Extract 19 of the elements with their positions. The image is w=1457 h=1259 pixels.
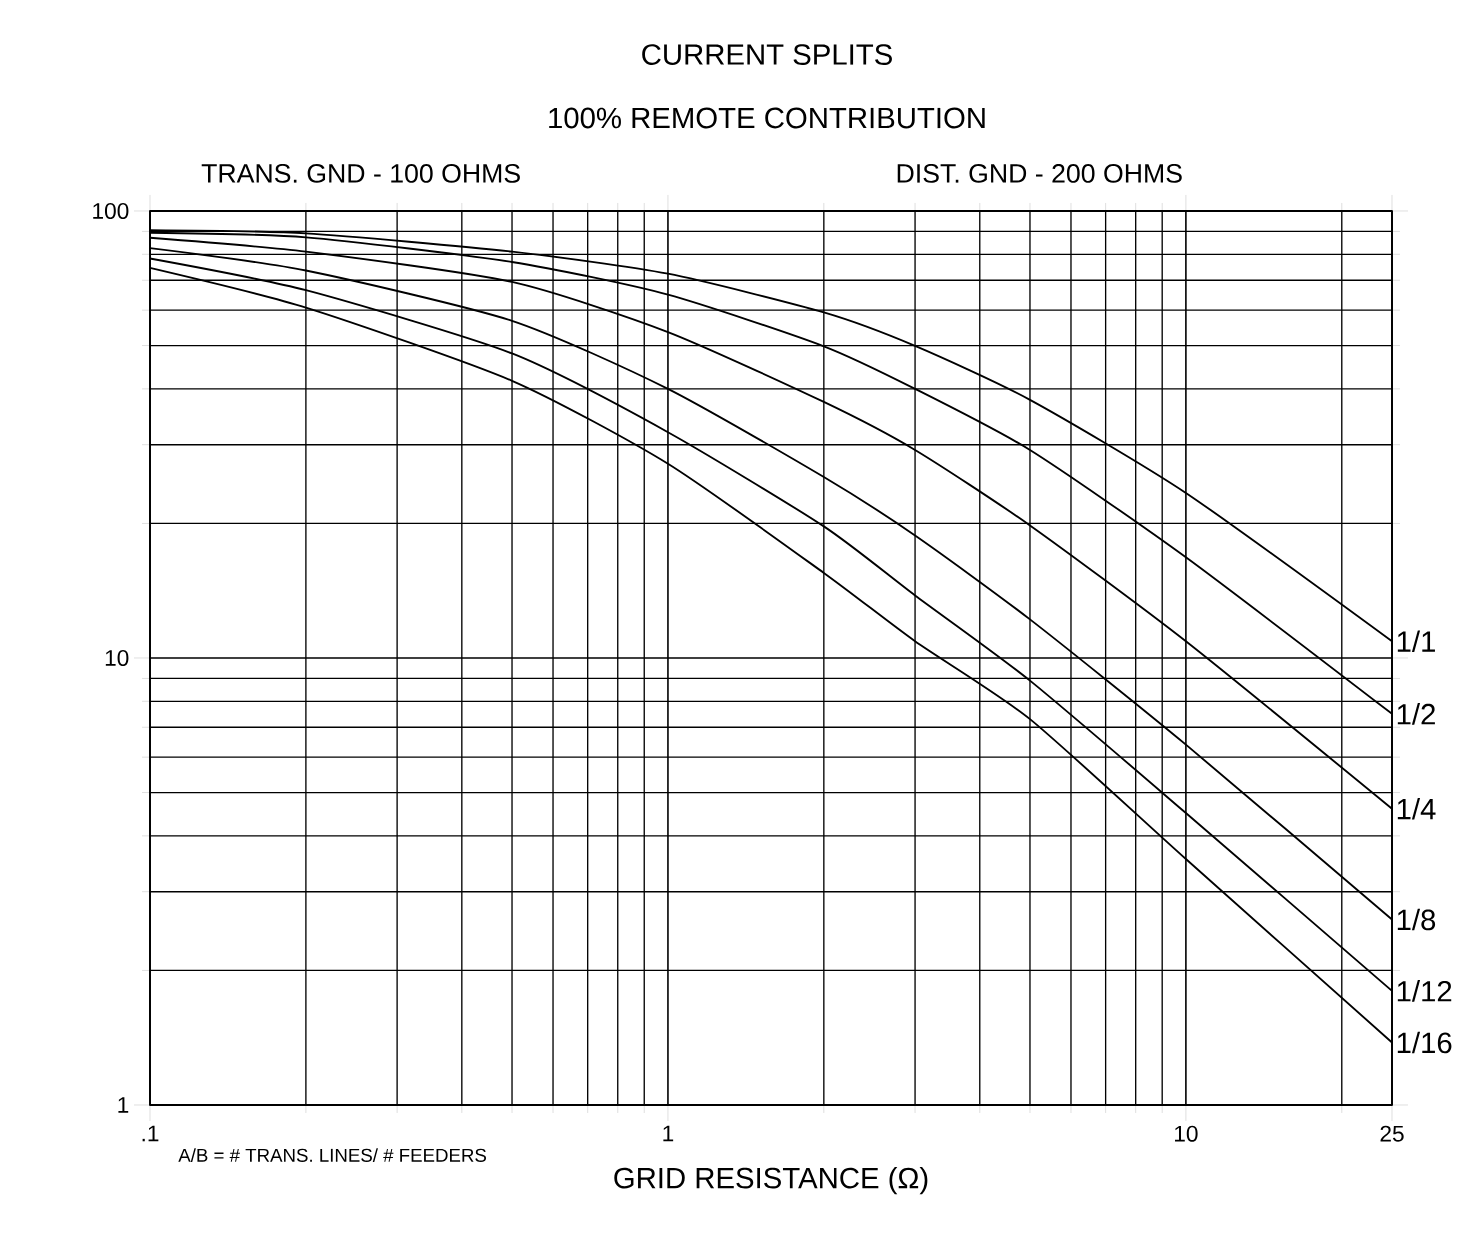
series-label: 1/8 <box>1397 908 1436 931</box>
text: DIST. GND - 200 OHMS <box>897 163 1182 183</box>
x-tick-label: .1 <box>142 1125 159 1142</box>
series-label: 1/1 <box>1397 630 1435 653</box>
text: TRANS. GND - 100 OHMS <box>201 163 520 183</box>
x-tick-label: 25 <box>1380 1125 1404 1142</box>
series-label: 1/12 <box>1397 980 1452 1002</box>
x-tick-label: 10 <box>1175 1125 1198 1142</box>
x-axis-title: GRID RESISTANCE (Ω) <box>614 1166 928 1195</box>
series-label: 1/4 <box>1397 797 1436 820</box>
series-label: 1/2 <box>1397 703 1435 725</box>
y-tick-label: 10 <box>105 649 129 667</box>
y-tick-label: 100 <box>93 202 129 220</box>
chart-subtitle: 100% REMOTE CONTRIBUTION <box>549 107 985 129</box>
text: A/B = # TRANS. LINES/ # FEEDERS <box>178 1148 487 1162</box>
chart-title: CURRENT SPLITS <box>642 44 892 65</box>
x-tick-label: 1 <box>663 1125 674 1142</box>
y-tick-label: 1 <box>118 1097 129 1113</box>
series-label: 1/16 <box>1397 1031 1452 1054</box>
